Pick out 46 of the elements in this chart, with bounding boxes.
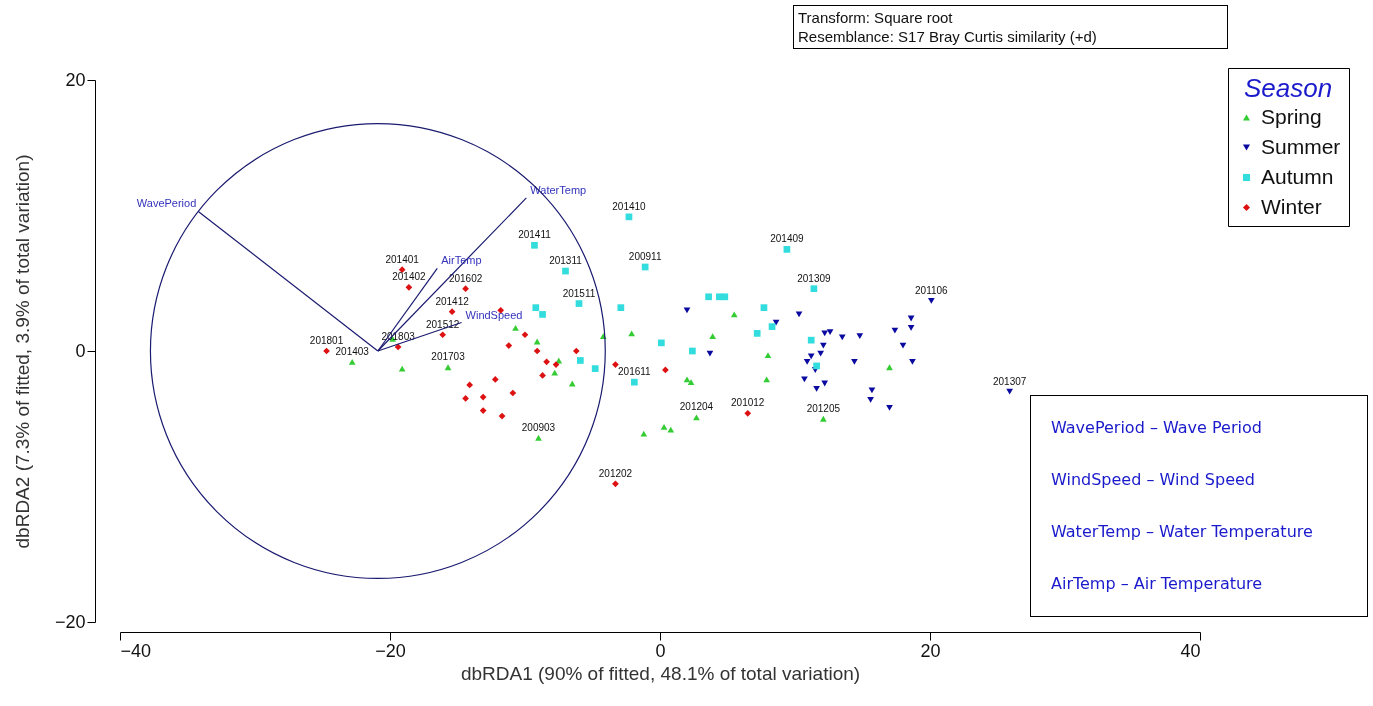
annotation: 201602 <box>448 272 483 284</box>
legend-title: Season <box>1243 73 1333 103</box>
y-tick-label: 0 <box>75 340 86 361</box>
annotation: 201401 <box>385 253 420 265</box>
y-tick-label: 20 <box>65 69 86 90</box>
annotation: 201611 <box>618 366 652 378</box>
annotation: 201309 <box>797 272 832 284</box>
annotation: 201703 <box>431 351 466 363</box>
annotation: 201307 <box>992 375 1027 387</box>
annotation: WaterTemp – Water Temperature <box>1051 522 1313 541</box>
annotation: 201801 <box>309 335 344 346</box>
annotation: 201205 <box>806 402 841 414</box>
annotation: 201411 <box>518 229 552 241</box>
annotation: 201412 <box>435 295 470 307</box>
annotation: 201403 <box>335 345 370 357</box>
legend-label: Spring <box>1261 104 1322 128</box>
legend-label: Winter <box>1261 194 1322 218</box>
annotation: 200903 <box>521 421 556 433</box>
annotation: AirTemp – Air Temperature <box>1051 574 1263 593</box>
annotation: 201012 <box>731 397 765 409</box>
annotation: 201204 <box>679 401 714 413</box>
text: Resemblance: S17 Bray Curtis similarity (+d) <box>798 27 1098 46</box>
y-tick-label: −20 <box>54 611 86 632</box>
annotation: 201511 <box>562 287 596 299</box>
annotation: 201410 <box>612 200 647 212</box>
annotation: 201202 <box>598 467 633 479</box>
x-tick-label: 40 <box>1180 640 1201 661</box>
x-tick-label: −40 <box>120 640 152 661</box>
annotation: 201311 <box>549 255 583 267</box>
annotation: 201402 <box>392 271 427 283</box>
y-axis-title: dbRDA2 (7.3% of fitted, 3.9% of total variation) <box>11 154 33 549</box>
series-label: WindSpeed <box>465 308 523 321</box>
x-axis-title: dbRDA1 (90% of fitted, 48.1% of total variation) <box>460 662 861 684</box>
legend-label: Summer <box>1261 134 1341 158</box>
series-label: WavePeriod <box>136 197 197 210</box>
legend-label: Autumn <box>1261 164 1334 188</box>
text: Transform: Square root <box>798 8 954 27</box>
x-tick-label: 0 <box>655 640 666 661</box>
annotation: WavePeriod – Wave Period <box>1051 418 1262 437</box>
x-tick-label: 20 <box>920 640 941 661</box>
annotation: 201409 <box>770 233 805 245</box>
annotation: 201106 <box>915 284 949 296</box>
annotation: WindSpeed – Wind Speed <box>1051 470 1255 489</box>
annotation: 201512 <box>425 318 460 330</box>
x-tick-label: −20 <box>375 640 406 661</box>
annotation: 200911 <box>628 250 662 262</box>
